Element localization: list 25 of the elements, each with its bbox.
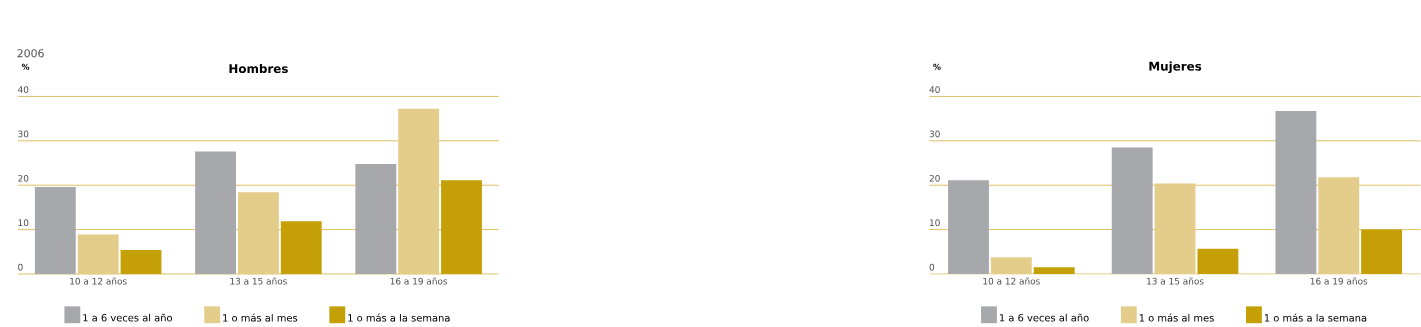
- y-tick-label: 20: [929, 175, 940, 182]
- chart-title: Hombres: [229, 63, 288, 74]
- y-tick-label: 40: [929, 86, 940, 93]
- y-tick-label: 0: [929, 263, 935, 271]
- text: 2006: [17, 49, 44, 58]
- legend-label: 1 o más a la semana: [1264, 313, 1367, 322]
- x-tick-label: 13 a 15 años: [230, 277, 287, 285]
- y-tick-label: 10: [18, 219, 29, 227]
- x-tick-label: 10 a 12 años: [70, 277, 127, 285]
- legend-label: 1 o más a la semana: [348, 313, 450, 322]
- y-tick-label: 30: [18, 130, 29, 138]
- y-tick-label: 30: [929, 130, 940, 138]
- y-tick-label: 20: [18, 175, 29, 182]
- legend-label: 1 o más al mes: [1139, 313, 1214, 322]
- y-tick-label: 0: [18, 263, 23, 271]
- legend-label: 1 o más al mes: [223, 313, 298, 322]
- chart-title: Mujeres: [1149, 61, 1202, 74]
- legend-label: 1 a 6 veces al año: [83, 313, 173, 322]
- x-tick-label: 10 a 12 años: [983, 277, 1040, 285]
- y-tick-label: 40: [18, 86, 29, 93]
- x-tick-label: 16 a 19 años: [1310, 277, 1368, 285]
- x-tick-label: 16 a 19 años: [390, 277, 448, 285]
- legend-label: 1 a 6 veces al año: [999, 313, 1089, 322]
- x-tick-label: 13 a 15 años: [1147, 277, 1204, 285]
- y-tick-label: 10: [930, 219, 940, 227]
